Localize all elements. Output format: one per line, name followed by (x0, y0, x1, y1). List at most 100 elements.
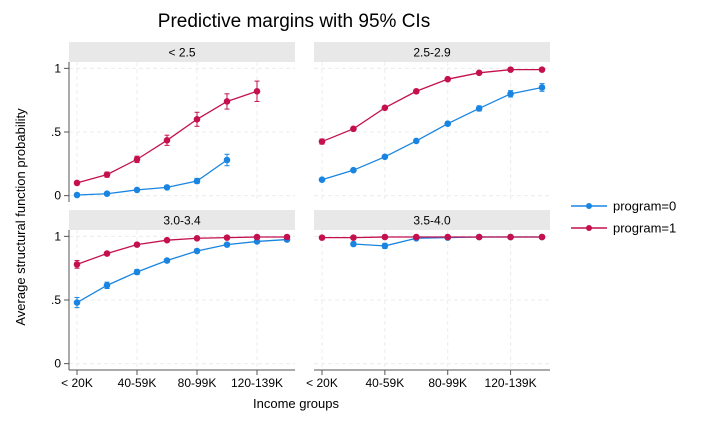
series-program-0 (73, 153, 231, 199)
y-tick-label: 1 (54, 61, 61, 75)
series-line (321, 68, 542, 143)
panel-2: 2.5-2.9 (314, 42, 550, 202)
series-program-1 (73, 80, 261, 187)
panel-title: 3.5-4.0 (413, 214, 451, 228)
series-program-1 (318, 66, 546, 145)
data-point (73, 191, 81, 199)
data-point (350, 166, 357, 174)
data-point (73, 179, 81, 187)
legend-label: program=0 (613, 199, 676, 214)
panel-1: < 2.5 0 .5 1 (51, 42, 295, 203)
panel-title: 2.5-2.9 (413, 46, 451, 60)
series-line (76, 236, 287, 265)
x-tick-label: 80-99K (428, 376, 467, 390)
series-program-0 (318, 83, 546, 184)
data-point (381, 104, 389, 112)
data-point (350, 125, 357, 133)
panel-strip (69, 42, 295, 62)
data-point (193, 234, 201, 242)
data-point (381, 153, 389, 161)
data-point (223, 234, 231, 241)
data-point (475, 69, 483, 77)
data-point (253, 87, 261, 95)
series-line (321, 86, 543, 181)
data-point (412, 137, 420, 145)
data-point (163, 236, 171, 244)
data-point (193, 247, 201, 255)
data-point (103, 282, 111, 289)
data-point (163, 257, 171, 264)
data-point (444, 120, 452, 128)
data-point (73, 261, 81, 268)
y-tick-label: 0 (54, 189, 61, 203)
data-point (507, 90, 514, 98)
series-line (76, 238, 288, 304)
series-line (76, 159, 228, 196)
x-tick-label: 40-59K (118, 376, 157, 390)
data-point (193, 115, 201, 123)
panel-strip (314, 210, 550, 230)
data-point (73, 299, 81, 306)
data-point (133, 156, 141, 163)
legend-marker (586, 225, 592, 231)
y-tick-label: 1 (54, 229, 61, 243)
data-point (133, 241, 141, 248)
panel-title: 3.0-3.4 (163, 214, 201, 228)
y-tick-label: .5 (51, 125, 61, 139)
data-point (350, 240, 357, 248)
data-point (475, 105, 483, 112)
data-point (318, 138, 326, 145)
panel-title: < 2.5 (168, 46, 195, 60)
legend-label: program=1 (613, 221, 676, 236)
x-tick-label: < 20K (306, 376, 338, 390)
data-point (538, 233, 546, 241)
x-tick-label: 80-99K (178, 376, 217, 390)
data-point (133, 186, 141, 194)
panel-4: 3.5-4.0 < 20K 40-59K 80-99K 120-139K (306, 210, 550, 390)
y-axis-label: Average structural function probability (13, 108, 28, 326)
data-point (538, 84, 546, 91)
data-point (381, 233, 389, 241)
data-point (318, 234, 326, 241)
data-point (507, 66, 514, 73)
data-point (133, 268, 141, 276)
x-tick-label: 40-59K (366, 376, 405, 390)
panels-group: < 2.5 0 .5 1 2.5-2.9 3.0-3.4 0 .5 1 < 20K 40-59K 80… (51, 42, 550, 390)
data-point (538, 66, 546, 73)
series-program-1 (73, 233, 291, 269)
x-tick-label: < 20K (61, 376, 93, 390)
data-point (223, 156, 231, 164)
data-point (253, 233, 261, 241)
data-point (444, 75, 452, 83)
x-tick-label: 120-139K (231, 376, 283, 390)
data-point (163, 136, 171, 144)
data-point (412, 87, 420, 95)
data-point (223, 98, 231, 105)
data-point (193, 177, 201, 185)
panel-strip (69, 210, 295, 230)
legend: program=0 program=1 (571, 199, 676, 236)
legend-item-program-1: program=1 (571, 221, 676, 236)
x-tick-label: 120-139K (485, 376, 537, 390)
data-point (412, 233, 420, 241)
legend-item-program-0: program=0 (571, 199, 676, 214)
data-point (103, 171, 111, 178)
series-line (322, 236, 542, 239)
panel-strip (314, 42, 550, 62)
series-program-1 (318, 233, 546, 241)
y-tick-label: 0 (54, 357, 61, 371)
data-point (223, 241, 231, 248)
data-point (163, 184, 171, 191)
series-program-0 (73, 236, 291, 309)
data-point (444, 233, 452, 241)
chart-title: Predictive margins with 95% CIs (158, 11, 430, 32)
data-point (103, 190, 111, 198)
data-point (283, 233, 291, 241)
data-point (475, 233, 483, 241)
panel-3: 3.0-3.4 0 .5 1 < 20K 40-59K 80-99K 120-139K (51, 210, 295, 390)
data-point (350, 234, 357, 241)
legend-marker (586, 203, 592, 209)
x-axis-label: Income groups (253, 396, 339, 411)
data-point (103, 250, 111, 257)
